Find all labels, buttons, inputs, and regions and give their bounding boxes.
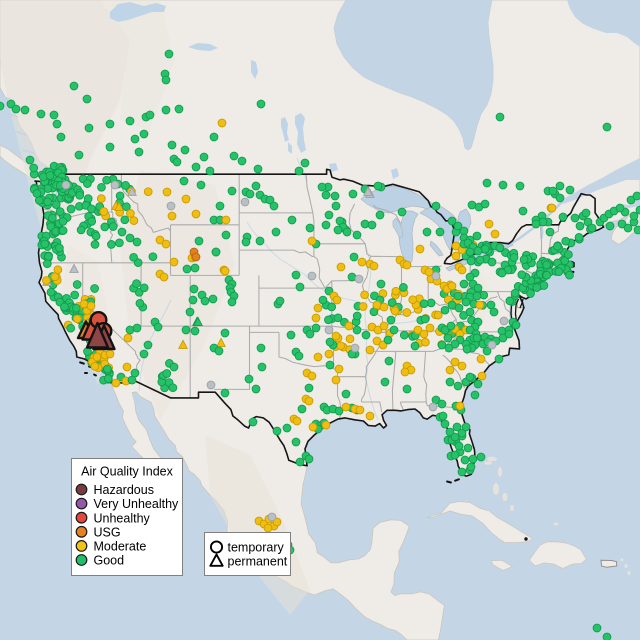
svg-text:temporary: temporary xyxy=(228,541,285,555)
svg-text:permanent: permanent xyxy=(228,555,288,569)
svg-text:Air Quality Index: Air Quality Index xyxy=(81,465,173,479)
svg-text:Hazardous: Hazardous xyxy=(94,483,154,497)
svg-text:Unhealthy: Unhealthy xyxy=(94,511,151,525)
svg-text:Very Unhealthy: Very Unhealthy xyxy=(94,497,180,511)
svg-text:USG: USG xyxy=(94,525,121,539)
svg-text:Good: Good xyxy=(94,554,125,568)
svg-text:Moderate: Moderate xyxy=(94,540,147,554)
